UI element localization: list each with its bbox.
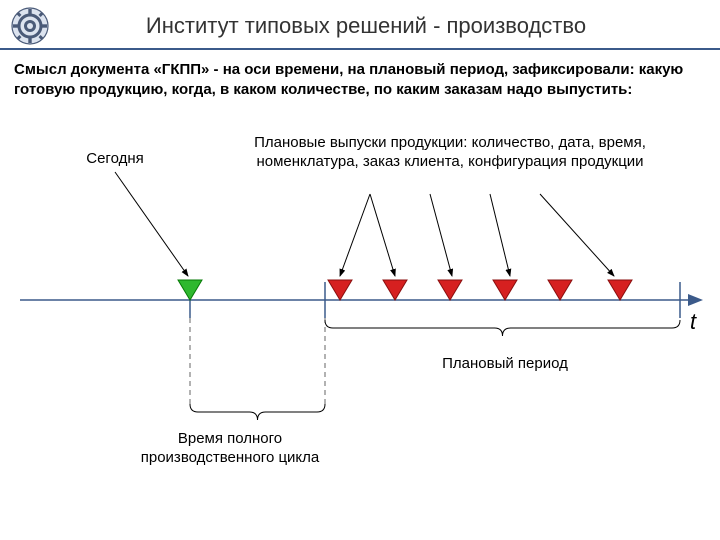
release-marker-5 xyxy=(608,280,632,300)
release-marker-3 xyxy=(493,280,517,300)
timeline-diagram: Сегодня Плановые выпуски продукции: коли… xyxy=(0,130,720,530)
subtitle-text: Смысл документа «ГКПП» - на оси времени,… xyxy=(0,50,720,101)
release-marker-1 xyxy=(383,280,407,300)
page-title: Институт типовых решений - производство xyxy=(62,13,710,39)
release-marker-4 xyxy=(548,280,572,300)
period-brace xyxy=(325,320,680,336)
logo-gear-icon xyxy=(10,6,50,46)
release-marker-2 xyxy=(438,280,462,300)
today-marker xyxy=(178,280,202,300)
release-marker-0 xyxy=(328,280,352,300)
cycle-brace xyxy=(190,404,325,420)
